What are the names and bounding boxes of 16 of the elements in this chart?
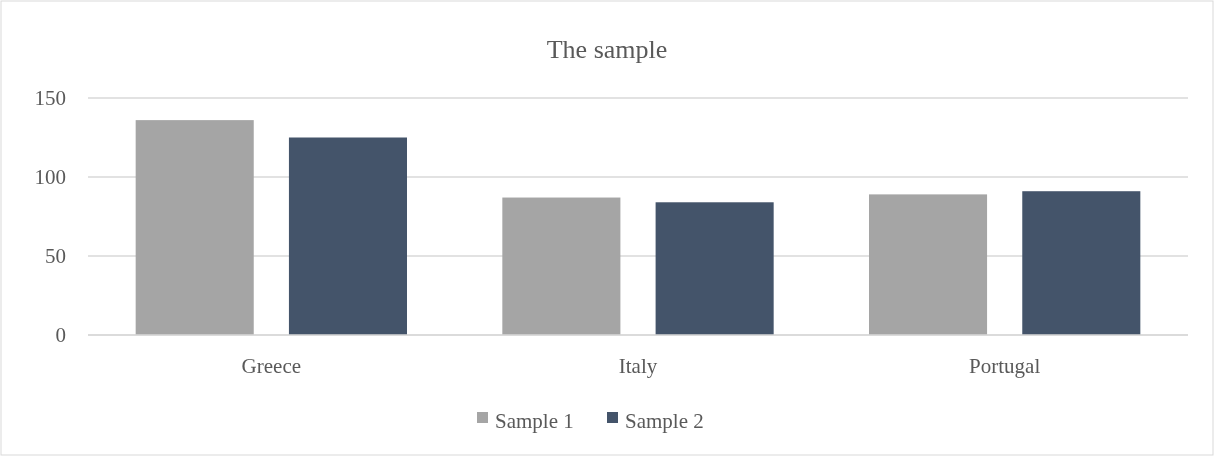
x-tick-label: Italy bbox=[618, 354, 658, 378]
y-tick-label: 150 bbox=[34, 86, 66, 111]
bar bbox=[135, 120, 254, 335]
y-tick-label: 50 bbox=[45, 244, 66, 269]
bar bbox=[869, 194, 988, 335]
bar bbox=[1022, 191, 1141, 335]
bar bbox=[288, 137, 407, 335]
y-tick-label: 0 bbox=[55, 323, 66, 348]
bar bbox=[502, 197, 621, 335]
y-tick-label: 100 bbox=[34, 165, 66, 190]
bar bbox=[655, 202, 774, 335]
legend-label: Sample 2 bbox=[625, 409, 704, 434]
x-tick-label: Portugal bbox=[969, 354, 1041, 378]
x-tick-label: Greece bbox=[241, 354, 302, 378]
legend-label: Sample 1 bbox=[495, 409, 574, 434]
chart-title: The sample bbox=[546, 35, 668, 64]
